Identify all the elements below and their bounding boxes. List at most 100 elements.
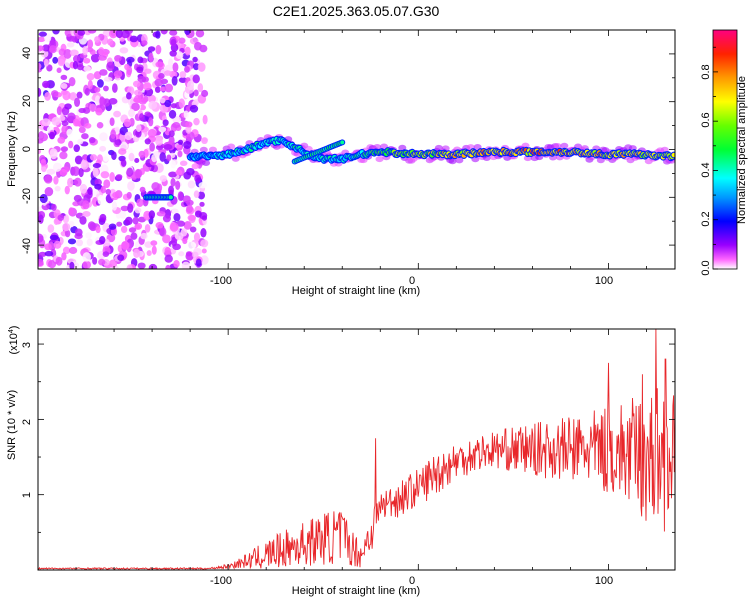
noise-speckle — [201, 248, 207, 254]
noise-speckle — [81, 133, 89, 140]
noise-speckle — [44, 243, 52, 251]
noise-speckle — [193, 41, 202, 51]
noise-speckle — [158, 126, 167, 133]
noise-speckle — [177, 191, 184, 202]
top-xtick-label: 100 — [595, 275, 613, 287]
noise-speckle — [164, 254, 173, 263]
noise-speckle — [193, 63, 200, 71]
bottom-x-axis-label: Height of straight line (km) — [292, 585, 420, 597]
noise-speckle — [79, 215, 87, 225]
noise-speckle — [155, 222, 164, 229]
noise-speckle — [159, 152, 166, 162]
noise-speckle — [86, 73, 95, 81]
noise-speckle — [111, 201, 118, 211]
noise-speckle — [110, 129, 116, 139]
noise-speckle — [63, 48, 72, 59]
noise-speckle — [136, 66, 144, 74]
spectrogram-ticks — [38, 30, 675, 269]
noise-speckle — [176, 144, 183, 151]
top-ytick-label: 20 — [21, 95, 33, 107]
noise-speckle — [168, 171, 178, 178]
noise-speckle — [129, 35, 138, 43]
noise-speckle — [43, 58, 49, 67]
noise-speckle — [74, 228, 83, 237]
noise-speckle — [201, 137, 208, 145]
noise-speckle — [179, 160, 188, 167]
noise-speckle — [128, 152, 135, 162]
noise-speckle — [193, 232, 201, 242]
bottom-y-axis-label: SNR (10 * v/v) — [6, 390, 18, 460]
noise-speckle — [175, 51, 184, 60]
noise-speckle — [74, 155, 83, 165]
ridge-halo — [455, 157, 464, 164]
noise-speckle — [164, 83, 174, 93]
noise-speckle — [177, 150, 183, 158]
noise-speckle — [84, 87, 90, 96]
noise-speckle — [98, 258, 106, 266]
noise-speckle — [134, 222, 143, 230]
noise-speckle — [112, 83, 118, 93]
noise-speckle — [128, 108, 136, 118]
noise-speckle — [200, 239, 209, 248]
noise-speckle — [147, 94, 156, 103]
noise-speckle — [94, 183, 103, 190]
heatmap-area — [38, 30, 675, 269]
noise-speckle — [102, 251, 110, 257]
noise-speckle — [140, 232, 148, 240]
noise-speckle — [148, 117, 154, 127]
noise-speckle — [186, 80, 195, 91]
noise-speckle — [38, 31, 47, 37]
noise-speckle — [184, 46, 191, 56]
ridge-halo — [553, 143, 562, 150]
noise-speckle — [86, 238, 93, 246]
noise-speckle — [59, 169, 68, 177]
bottom-ytick-label: 3 — [21, 342, 33, 348]
noise-speckle — [130, 232, 138, 240]
noise-speckle — [82, 200, 90, 210]
noise-speckle — [194, 210, 202, 218]
noise-speckle — [191, 163, 199, 170]
ridge-halo — [199, 146, 208, 153]
bottom-xtick-label: -100 — [210, 575, 232, 587]
noise-speckle — [121, 30, 130, 39]
noise-speckle — [174, 232, 184, 241]
noise-speckle — [92, 257, 98, 265]
noise-speckle — [55, 256, 63, 266]
noise-speckle — [186, 167, 195, 176]
noise-speckle — [67, 177, 74, 188]
noise-speckle — [117, 254, 125, 261]
noise-speckle — [88, 137, 96, 144]
noise-speckle — [142, 82, 152, 91]
noise-speckle — [69, 261, 75, 269]
noise-speckle — [147, 46, 156, 52]
noise-speckle — [194, 174, 202, 183]
noise-speckle — [169, 30, 178, 36]
noise-speckle — [100, 185, 106, 194]
noise-speckle — [158, 73, 165, 80]
snr-panel: -100 0 100 Height of straight line (km) … — [6, 326, 676, 597]
top-ytick-label: -20 — [21, 188, 33, 204]
noise-speckle — [164, 99, 172, 108]
snr-frame — [37, 328, 676, 571]
noise-speckle — [38, 45, 44, 52]
noise-speckle — [103, 179, 111, 189]
noise-speckle — [139, 186, 146, 193]
noise-speckle — [195, 30, 205, 38]
noise-speckle — [97, 194, 105, 205]
noise-speckle — [68, 220, 75, 228]
noise-speckle — [108, 30, 118, 39]
noise-speckle — [78, 126, 86, 134]
noise-speckle — [147, 128, 157, 138]
noise-speckle — [173, 213, 181, 222]
noise-speckle — [38, 214, 44, 224]
top-xtick-label: -100 — [210, 275, 232, 287]
noise-speckle — [100, 171, 110, 179]
noise-speckle — [171, 204, 179, 215]
noise-speckle — [107, 38, 114, 46]
noise-speckle — [99, 96, 105, 107]
noise-speckle — [162, 214, 171, 223]
noise-speckle — [78, 108, 86, 114]
noise-speckle — [51, 116, 61, 126]
noise-speckle — [171, 75, 178, 86]
